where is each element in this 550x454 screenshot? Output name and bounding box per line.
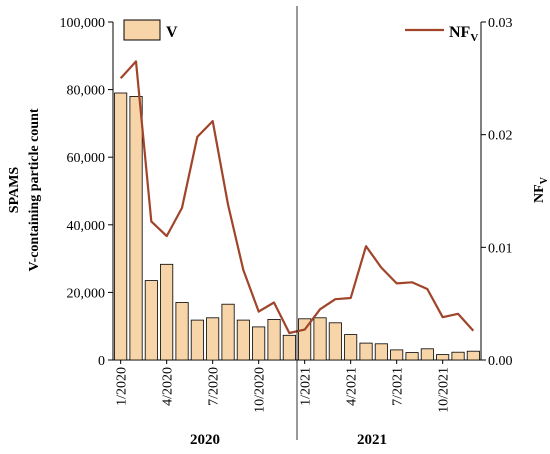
right-tick-label: 0.00 xyxy=(488,354,513,369)
bar-6/2021 xyxy=(374,343,388,361)
bar-5/2020 xyxy=(175,302,189,361)
bar-6/2020 xyxy=(190,319,204,361)
bar-3/2021 xyxy=(328,322,342,361)
x-tick-label: 4/2020 xyxy=(161,367,176,406)
bar-9/2020 xyxy=(236,319,250,361)
bar-series-v xyxy=(114,92,480,361)
right-axis-ticks: 0.00 0.01 0.02 0.03 xyxy=(481,16,513,369)
bar-2/2021 xyxy=(313,317,327,361)
year-labels: 2020 2021 xyxy=(190,432,387,448)
x-axis-ticks: 1/2020 4/2020 7/2020 10/2020 1/2021 4/2021 7/2… xyxy=(115,360,452,413)
x-tick-label: 7/2021 xyxy=(391,367,406,406)
bar-7/2020 xyxy=(206,317,220,361)
bar-11/2021 xyxy=(451,351,465,361)
left-tick-label: 100,000 xyxy=(60,16,106,31)
bar-12/2020 xyxy=(282,334,296,361)
bar-1/2020 xyxy=(114,92,128,361)
left-tick-label: 60,000 xyxy=(67,151,106,166)
bar-4/2021 xyxy=(344,334,358,361)
left-axis-ticks: 0 20,000 40,000 60,000 80,000 100,000 xyxy=(60,16,113,369)
left-tick-label: 0 xyxy=(98,354,105,369)
left-tick-label: 40,000 xyxy=(67,219,106,234)
year-label: 2021 xyxy=(357,432,387,448)
bar-7/2021 xyxy=(390,349,404,361)
legend-bar-label: V xyxy=(166,24,178,41)
right-tick-label: 0.03 xyxy=(488,16,513,31)
bar-9/2021 xyxy=(420,348,434,361)
bar-3/2020 xyxy=(144,280,158,361)
x-tick-label: 1/2021 xyxy=(299,367,314,406)
bar-5/2021 xyxy=(359,342,373,361)
x-tick-label: 1/2020 xyxy=(115,367,130,406)
right-tick-label: 0.02 xyxy=(488,129,513,144)
left-axis-title-line1: SPAMS xyxy=(7,167,22,214)
left-tick-label: 80,000 xyxy=(67,84,106,99)
left-axis-title-line2: V-containing particle count xyxy=(27,108,42,271)
x-tick-label: 10/2020 xyxy=(253,367,268,413)
left-tick-label: 20,000 xyxy=(67,286,106,301)
bar-10/2020 xyxy=(252,326,266,361)
x-tick-label: 4/2021 xyxy=(345,367,360,406)
legend-line-label: NFV xyxy=(449,24,478,44)
x-tick-label: 7/2020 xyxy=(207,367,222,406)
right-axis-title: NFV xyxy=(532,176,550,203)
x-tick-label: 10/2021 xyxy=(437,367,452,413)
bar-12/2021 xyxy=(466,350,480,361)
bar-4/2020 xyxy=(160,263,174,361)
bar-10/2021 xyxy=(436,354,450,361)
bar-8/2020 xyxy=(221,303,235,361)
year-label: 2020 xyxy=(190,432,220,448)
legend-bar: V xyxy=(123,19,178,41)
legend-line: NFV xyxy=(405,24,478,44)
bar-8/2021 xyxy=(405,352,419,361)
right-tick-label: 0.01 xyxy=(488,241,513,256)
bar-2/2020 xyxy=(129,96,143,361)
bar-11/2020 xyxy=(267,318,281,361)
legend-bar-swatch xyxy=(123,19,161,41)
